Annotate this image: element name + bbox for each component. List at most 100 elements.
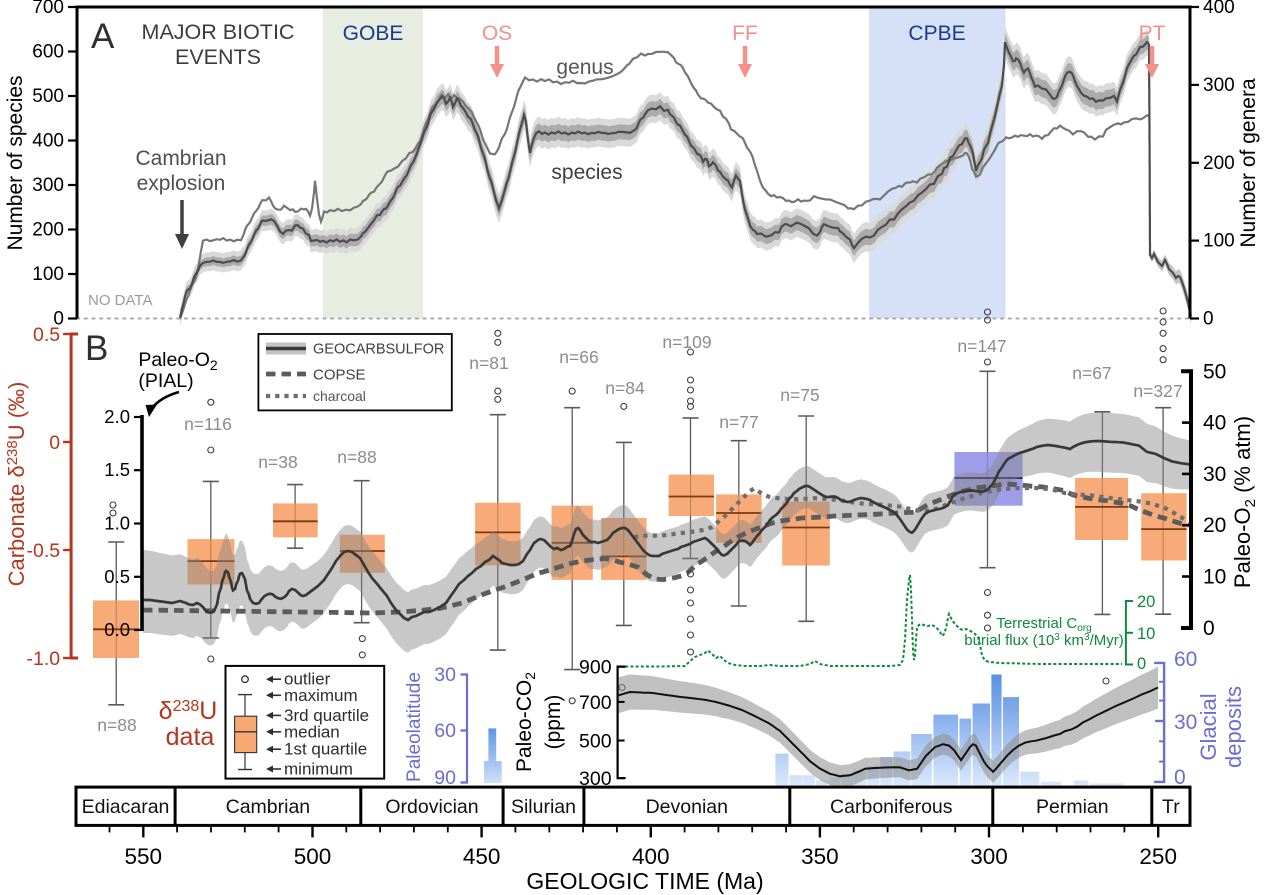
svg-text:500: 500 bbox=[294, 844, 332, 869]
svg-text:600: 600 bbox=[32, 42, 64, 63]
svg-text:300: 300 bbox=[32, 175, 64, 196]
svg-text:deposits: deposits bbox=[1221, 686, 1246, 768]
svg-text:10: 10 bbox=[1203, 566, 1226, 589]
svg-text:60: 60 bbox=[434, 720, 456, 742]
svg-text:-0.5: -0.5 bbox=[26, 540, 60, 562]
svg-text:explosion: explosion bbox=[137, 172, 226, 195]
svg-text:-1.0: -1.0 bbox=[26, 648, 60, 670]
svg-text:minimum: minimum bbox=[284, 760, 353, 779]
svg-text:100: 100 bbox=[32, 264, 64, 285]
svg-text:n=38: n=38 bbox=[258, 452, 297, 472]
svg-text:n=77: n=77 bbox=[719, 412, 758, 432]
svg-text:Tr: Tr bbox=[1162, 796, 1180, 818]
svg-text:n=75: n=75 bbox=[780, 385, 819, 405]
svg-text:B: B bbox=[85, 329, 108, 368]
svg-text:EVENTS: EVENTS bbox=[175, 45, 261, 69]
svg-text:3rd quartile: 3rd quartile bbox=[284, 706, 369, 725]
svg-text:genus: genus bbox=[556, 56, 613, 79]
svg-text:n=147: n=147 bbox=[957, 336, 1006, 356]
svg-text:GEOCARBSULFOR: GEOCARBSULFOR bbox=[313, 342, 444, 358]
svg-text:40: 40 bbox=[1203, 412, 1226, 435]
svg-text:350: 350 bbox=[801, 844, 839, 869]
svg-text:300: 300 bbox=[1203, 75, 1235, 96]
svg-text:900: 900 bbox=[579, 657, 612, 679]
svg-text:30: 30 bbox=[1174, 711, 1197, 734]
svg-text:Ediacaran: Ediacaran bbox=[82, 796, 170, 818]
svg-text:20: 20 bbox=[1137, 593, 1155, 611]
svg-text:Number of genera: Number of genera bbox=[1237, 78, 1260, 248]
svg-text:A: A bbox=[91, 17, 115, 56]
svg-text:0.0: 0.0 bbox=[104, 619, 130, 640]
svg-text:(PIAL): (PIAL) bbox=[138, 370, 193, 392]
svg-text:Paleo-CO2: Paleo-CO2 bbox=[513, 672, 538, 772]
svg-text:200: 200 bbox=[32, 220, 64, 241]
svg-text:500: 500 bbox=[579, 731, 612, 753]
svg-text:1.0: 1.0 bbox=[104, 513, 130, 534]
svg-text:0: 0 bbox=[1203, 309, 1214, 330]
svg-text:0: 0 bbox=[1137, 655, 1146, 673]
svg-text:GOBE: GOBE bbox=[343, 22, 404, 45]
svg-text:FF: FF bbox=[732, 22, 758, 45]
svg-text:400: 400 bbox=[1203, 0, 1235, 18]
svg-text:n=84: n=84 bbox=[605, 378, 645, 398]
svg-text:2.0: 2.0 bbox=[104, 406, 130, 427]
svg-text:NO DATA: NO DATA bbox=[88, 292, 152, 309]
svg-text:Terrestrial Corg: Terrestrial Corg bbox=[996, 615, 1091, 634]
svg-text:0.5: 0.5 bbox=[33, 324, 60, 346]
svg-text:Ordovician: Ordovician bbox=[385, 796, 478, 818]
svg-text:Glacial: Glacial bbox=[1196, 693, 1221, 760]
svg-text:Paleolatitude: Paleolatitude bbox=[404, 672, 425, 782]
svg-text:COPSE: COPSE bbox=[313, 367, 366, 384]
svg-text:250: 250 bbox=[1139, 844, 1177, 869]
svg-text:n=88: n=88 bbox=[337, 447, 376, 467]
svg-text:10: 10 bbox=[1137, 625, 1155, 643]
svg-text:Paleo-O2: Paleo-O2 bbox=[138, 349, 218, 373]
svg-text:Number of species: Number of species bbox=[4, 75, 27, 250]
svg-text:species: species bbox=[551, 161, 622, 184]
svg-text:0: 0 bbox=[53, 309, 64, 330]
svg-text:60: 60 bbox=[1174, 648, 1197, 671]
svg-text:Devonian: Devonian bbox=[646, 796, 728, 818]
svg-text:data: data bbox=[166, 723, 215, 751]
svg-text:outlier: outlier bbox=[284, 670, 331, 689]
svg-text:450: 450 bbox=[463, 844, 501, 869]
svg-text:300: 300 bbox=[579, 768, 612, 790]
svg-text:90: 90 bbox=[434, 767, 456, 789]
svg-text:PT: PT bbox=[1139, 22, 1166, 45]
svg-text:Cambrian: Cambrian bbox=[226, 796, 311, 818]
svg-text:Silurian: Silurian bbox=[511, 796, 576, 818]
svg-text:30: 30 bbox=[1203, 463, 1226, 486]
svg-text:n=88: n=88 bbox=[97, 715, 136, 735]
svg-text:n=116: n=116 bbox=[184, 414, 232, 434]
svg-text:n=66: n=66 bbox=[559, 347, 598, 367]
svg-text:30: 30 bbox=[434, 664, 456, 686]
svg-text:700: 700 bbox=[32, 0, 64, 18]
svg-text:n=81: n=81 bbox=[469, 353, 508, 373]
svg-text:50: 50 bbox=[1203, 360, 1226, 383]
svg-text:median: median bbox=[284, 722, 340, 741]
svg-text:n=67: n=67 bbox=[1072, 363, 1111, 383]
svg-text:Carbonate δ238U (‰): Carbonate δ238U (‰) bbox=[4, 382, 29, 587]
svg-text:500: 500 bbox=[32, 86, 64, 107]
svg-text:200: 200 bbox=[1203, 153, 1235, 174]
svg-text:300: 300 bbox=[970, 844, 1008, 869]
svg-text:0.5: 0.5 bbox=[104, 566, 130, 587]
svg-text:100: 100 bbox=[1203, 231, 1235, 252]
svg-text:MAJOR BIOTIC: MAJOR BIOTIC bbox=[142, 20, 295, 44]
svg-text:20: 20 bbox=[1203, 514, 1226, 537]
svg-text:OS: OS bbox=[482, 22, 512, 45]
svg-text:400: 400 bbox=[32, 131, 64, 152]
svg-text:1.5: 1.5 bbox=[104, 459, 130, 480]
svg-text:700: 700 bbox=[579, 692, 612, 714]
svg-text:burial flux (103 km3/Myr): burial flux (103 km3/Myr) bbox=[964, 632, 1124, 649]
svg-text:GEOLOGIC TIME (Ma): GEOLOGIC TIME (Ma) bbox=[526, 868, 763, 894]
svg-text:Carboniferous: Carboniferous bbox=[830, 796, 953, 818]
svg-text:n=327: n=327 bbox=[1133, 381, 1182, 401]
svg-text:0: 0 bbox=[1203, 617, 1215, 640]
svg-text:charcoal: charcoal bbox=[313, 388, 366, 404]
svg-text:550: 550 bbox=[125, 844, 163, 869]
svg-text:1st quartile: 1st quartile bbox=[284, 740, 367, 759]
svg-text:Permian: Permian bbox=[1036, 796, 1109, 818]
svg-text:0: 0 bbox=[49, 432, 60, 454]
svg-text:(ppm): (ppm) bbox=[542, 695, 565, 750]
